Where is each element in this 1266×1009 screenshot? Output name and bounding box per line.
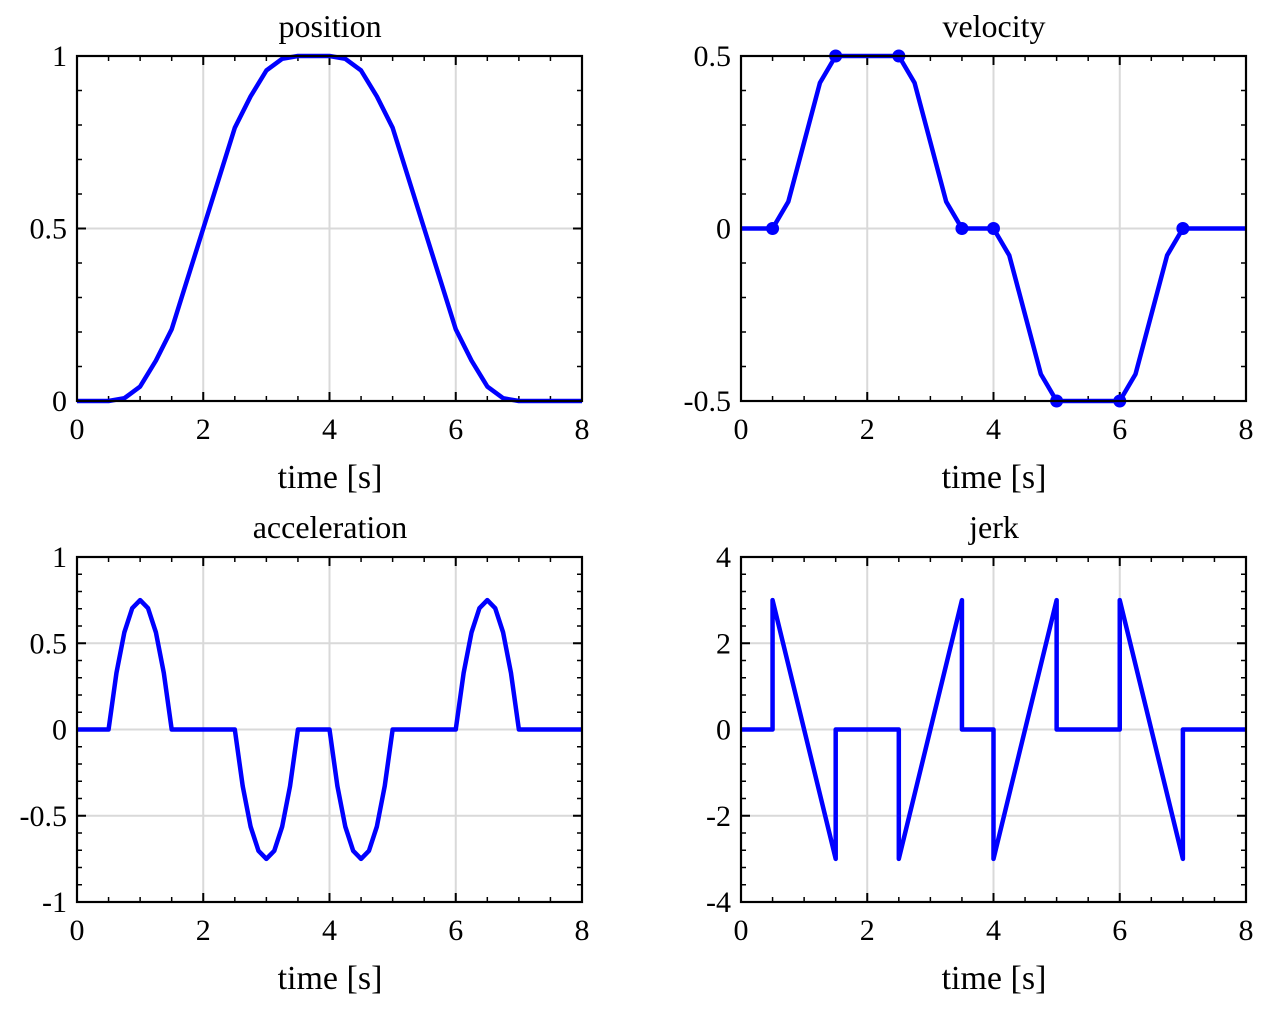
y-tick-label: 1 [52,40,67,73]
plot-title: velocity [942,8,1045,44]
series-line [77,597,582,862]
y-tick-label: -0.5 [20,800,68,833]
data-point-marker [766,222,780,235]
plot-title: acceleration [253,509,408,545]
x-tick-label: 8 [575,413,590,446]
plot-title: jerk [968,509,1019,545]
y-tick-label: 0.5 [30,213,68,246]
axes-frame [739,54,1248,403]
x-tick-label: 2 [860,914,875,947]
x-tick-label: 0 [70,413,85,446]
y-tick-label: 0 [716,714,731,747]
x-axis-label: time [s] [278,459,383,496]
data-point-marker [1176,222,1190,235]
x-tick-label: 6 [448,914,463,947]
y-tick-label: 0.5 [30,627,68,660]
y-tick-label: -2 [706,800,731,833]
x-tick-label: 0 [734,413,749,446]
y-tick-label: 0 [52,385,67,418]
plot-title: position [278,8,381,44]
velocity-plot: velocity time [s] 0 2 4 6 8-0.500.5 [684,8,1254,496]
y-tick-label: -1 [42,886,67,919]
y-tick-label: 4 [716,541,731,574]
y-tick-label: 0 [716,213,731,246]
axes-frame [75,54,584,403]
y-tick-label: -0.5 [684,385,732,418]
axes-frame [739,555,1248,904]
x-tick-label: 8 [575,914,590,947]
x-tick-label: 4 [322,413,337,446]
y-tick-label: 2 [716,627,731,660]
x-tick-label: 6 [448,413,463,446]
y-tick-label: 0 [52,714,67,747]
x-tick-label: 4 [986,413,1001,446]
x-tick-label: 0 [734,914,749,947]
x-tick-label: 4 [322,914,337,947]
series-line [741,597,1246,862]
x-tick-label: 2 [196,914,211,947]
x-tick-label: 0 [70,914,85,947]
position-plot: position time [s] 0 2 4 6 8 0 0.5 1 [30,8,590,496]
data-point-marker [955,222,969,235]
x-tick-label: 8 [1239,413,1254,446]
axes-frame [75,555,584,904]
x-tick-label: 2 [860,413,875,446]
x-tick-label: 8 [1239,914,1254,947]
x-axis-label: time [s] [278,960,383,997]
data-point-marker [987,222,1000,235]
x-axis-label: time [s] [942,960,1047,997]
x-axis-label: time [s] [942,459,1047,496]
jerk-plot: jerk time [s] 0 2 4 6 8 -4 -2 0 2 4 [706,509,1254,997]
y-tick-label: 0.5 [694,40,732,73]
y-tick-label: -4 [706,886,731,919]
x-tick-label: 6 [1112,413,1127,446]
acceleration-plot: acceleration time [s] 0 2 4 6 8 -1 -0.5 0 0.5 1 [20,509,590,997]
series-line [741,53,1246,404]
y-tick-label: 1 [52,541,67,574]
x-tick-label: 4 [986,914,1001,947]
x-tick-label: 6 [1112,914,1127,947]
x-tick-label: 2 [196,413,211,446]
